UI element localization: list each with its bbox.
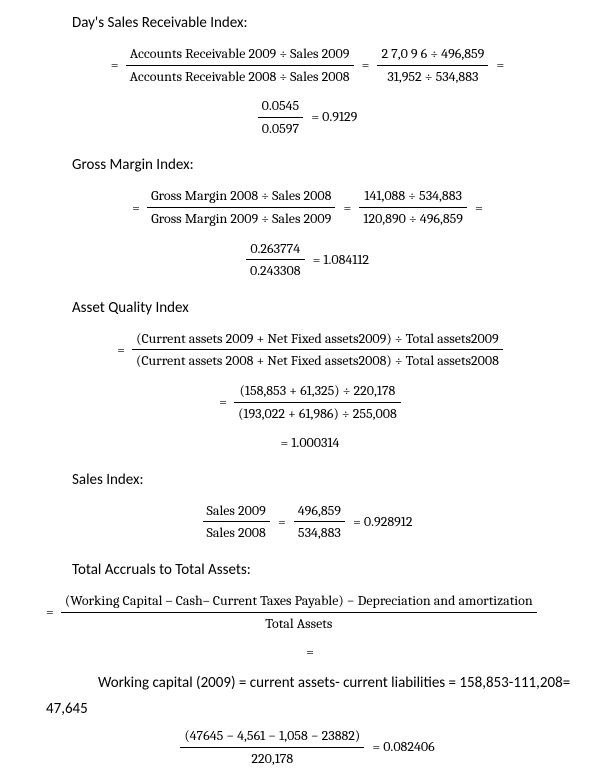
si-frac1: Sales 2009 Sales 2008 <box>203 501 270 543</box>
gmi-result: = 1.084112 <box>308 250 374 270</box>
aqi-frac1: (Current assets 2009 + Net Fixed assets2… <box>132 329 503 371</box>
dsri-frac2: 2 7,0 9 6 ÷ 496,859 31,952 ÷ 534,883 <box>377 44 488 86</box>
dsri-eq-line1: = Accounts Receivable 2009 ÷ Sales 2009 … <box>46 44 574 86</box>
frac-num: Accounts Receivable 2009 ÷ Sales 2009 <box>126 44 354 66</box>
aqi-eq-line2: = (158,853 + 61,325) ÷ 220,178 (193,022 … <box>46 381 574 423</box>
tata-result: = 0.082406 <box>367 737 439 757</box>
frac-den: (Current assets 2008 + Net Fixed assets2… <box>132 350 503 371</box>
page: Day's Sales Receivable Index: = Accounts… <box>0 0 612 768</box>
frac-num: 496,859 <box>294 501 345 523</box>
gmi-eq-line2: 0.263774 0.243308 = 1.084112 <box>46 239 574 281</box>
frac-den: 120,890 ÷ 496,859 <box>359 208 467 229</box>
frac-num: 0.0545 <box>258 96 304 118</box>
aqi-frac2: (158,853 + 61,325) ÷ 220,178 (193,022 + … <box>234 381 401 423</box>
gmi-frac2: 141,088 ÷ 534,883 120,890 ÷ 496,859 <box>359 186 467 228</box>
heading-aqi: Asset Quality Index <box>46 299 574 317</box>
frac-num: (Working Capital – Cash– Current Taxes P… <box>61 591 537 613</box>
frac-num: 0.263774 <box>246 239 305 261</box>
eq-sign: = <box>357 55 375 75</box>
heading-si: Sales Index: <box>46 471 574 489</box>
si-eq-line1: Sales 2009 Sales 2008 = 496,859 534,883 … <box>46 501 574 543</box>
frac-num: (158,853 + 61,325) ÷ 220,178 <box>234 381 401 403</box>
eq-sign: = <box>273 512 291 532</box>
frac-num: 141,088 ÷ 534,883 <box>359 186 467 208</box>
frac-den: Sales 2008 <box>203 522 270 543</box>
tata-frac2: (47645 − 4,561 − 1,058 − 23882) 220,178 <box>180 726 364 768</box>
frac-num: (Current assets 2009 + Net Fixed assets2… <box>132 329 503 351</box>
frac-den: 0.243308 <box>246 260 305 281</box>
eq-sign: = <box>132 198 144 218</box>
eq-sign: = <box>46 602 58 622</box>
gmi-frac1: Gross Margin 2008 ÷ Sales 2008 Gross Mar… <box>147 186 335 228</box>
si-frac2: 496,859 534,883 <box>294 501 345 543</box>
frac-den: Accounts Receivable 2008 ÷ Sales 2008 <box>126 66 354 87</box>
dsri-result: = 0.9129 <box>306 107 362 127</box>
heading-gmi: Gross Margin Index: <box>46 156 574 174</box>
frac-num: 2 7,0 9 6 ÷ 496,859 <box>377 44 488 66</box>
gmi-frac3: 0.263774 0.243308 <box>246 239 305 281</box>
si-result: = 0.928912 <box>348 512 417 532</box>
dsri-frac3: 0.0545 0.0597 <box>258 96 304 138</box>
tata-wc-line: Working capital (2009) = current assets-… <box>46 674 574 692</box>
frac-den: 220,178 <box>180 748 364 769</box>
frac-den: 534,883 <box>294 522 345 543</box>
eq-sign: = <box>111 55 123 75</box>
dsri-frac1: Accounts Receivable 2009 ÷ Sales 2009 Ac… <box>126 44 354 86</box>
frac-den: 0.0597 <box>258 118 304 139</box>
eq-sign: = <box>470 198 488 218</box>
tata-wc-result: 47,645 <box>46 700 574 718</box>
frac-den: 31,952 ÷ 534,883 <box>377 66 488 87</box>
eq-sign: = <box>491 55 509 75</box>
heading-dsri: Day's Sales Receivable Index: <box>46 14 574 32</box>
eq-sign: = <box>219 392 231 412</box>
frac-den: (193,022 + 61,986) ÷ 255,008 <box>234 403 401 424</box>
heading-tata: Total Accruals to Total Assets: <box>46 561 574 579</box>
dsri-eq-line2: 0.0545 0.0597 = 0.9129 <box>46 96 574 138</box>
tata-eq-line2: (47645 − 4,561 − 1,058 − 23882) 220,178 … <box>46 726 574 768</box>
tata-frac1: (Working Capital – Cash– Current Taxes P… <box>61 591 537 633</box>
tata-lone-eq: = <box>46 643 574 660</box>
frac-num: Sales 2009 <box>203 501 270 523</box>
frac-den: Total Assets <box>61 613 537 634</box>
frac-den: Gross Margin 2009 ÷ Sales 2009 <box>147 208 335 229</box>
aqi-result: = 1.000314 <box>46 433 574 453</box>
frac-num: (47645 − 4,561 − 1,058 − 23882) <box>180 726 364 748</box>
eq-sign: = <box>117 340 129 360</box>
eq-sign: = <box>339 198 357 218</box>
gmi-eq-line1: = Gross Margin 2008 ÷ Sales 2008 Gross M… <box>46 186 574 228</box>
frac-num: Gross Margin 2008 ÷ Sales 2008 <box>147 186 335 208</box>
aqi-eq-line1: = (Current assets 2009 + Net Fixed asset… <box>46 329 574 371</box>
tata-eq-line1: = (Working Capital – Cash– Current Taxes… <box>46 591 574 633</box>
